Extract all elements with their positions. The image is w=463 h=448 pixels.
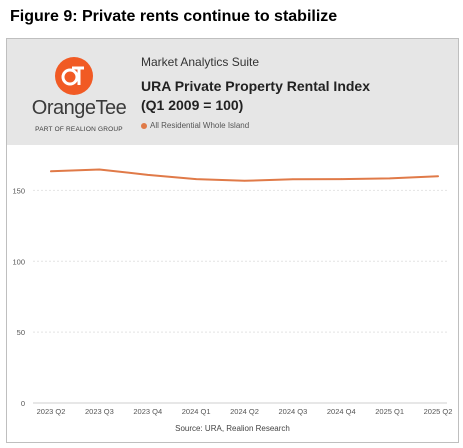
data-point (437, 175, 439, 178)
data-point (388, 177, 391, 180)
y-tick-label: 50 (17, 328, 25, 337)
orangetee-logo-icon (55, 57, 93, 95)
x-tick-label: 2023 Q3 (85, 407, 114, 416)
legend-label: All Residential Whole Island (150, 121, 250, 130)
x-tick-label: 2024 Q3 (278, 407, 307, 416)
logo-tagline: PART OF REALION GROUP (35, 126, 123, 133)
x-tick-label: 2023 Q4 (133, 407, 162, 416)
x-tick-label: 2023 Q2 (37, 407, 66, 416)
chart-title-line-1: URA Private Property Rental Index (141, 78, 370, 94)
chart-title-line-2: (Q1 2009 = 100) (141, 97, 244, 113)
data-point (292, 178, 294, 181)
y-tick-label: 150 (12, 186, 25, 195)
logo-wordmark: OrangeTee (31, 97, 127, 119)
x-tick-label: 2025 Q2 (424, 407, 453, 416)
x-tick-label: 2024 Q2 (230, 407, 259, 416)
legend-marker (141, 122, 147, 129)
data-point (98, 168, 101, 171)
chart-frame: OrangeTee PART OF REALION GROUP Market A… (6, 38, 459, 443)
x-tick-label: 2025 Q1 (375, 407, 404, 416)
data-point (243, 179, 246, 182)
chart-legend: All Residential Whole Island (141, 121, 249, 130)
suite-title: Market Analytics Suite (141, 55, 260, 69)
series-line (50, 168, 439, 182)
x-tick-label: 2024 Q4 (327, 407, 356, 416)
line-chart: 0 50 100 150 2023 Q2 2023 Q3 2023 Q4 2024 Q1 202… (12, 168, 453, 416)
y-tick-label: 0 (21, 399, 25, 408)
data-point (50, 170, 52, 173)
x-tick-label: 2024 Q1 (182, 407, 211, 416)
chart-header: OrangeTee PART OF REALION GROUP Market A… (7, 39, 458, 145)
y-tick-label: 100 (12, 257, 25, 266)
data-point (146, 174, 149, 176)
data-point (340, 178, 343, 180)
data-point (195, 178, 197, 180)
figure-title: Figure 9: Private rents continue to stab… (10, 8, 338, 25)
chart-title: URA Private Property Rental Index (Q1 20… (141, 77, 431, 115)
source-note: Source: URA, Realion Research (175, 424, 290, 433)
